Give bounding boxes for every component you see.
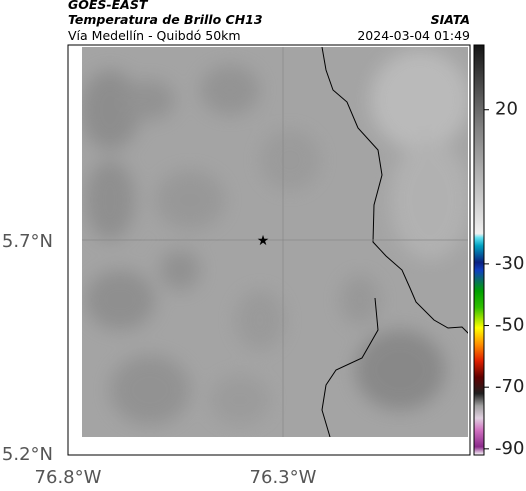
subtitle: Temperatura de Brillo CH13 [68, 12, 263, 27]
title: GOES-EAST [68, 0, 149, 12]
colorbar-ticks: 20 -30 -50 -70 -90 [484, 99, 524, 459]
tick-label: -90 [495, 438, 524, 459]
source: SIATA [431, 12, 470, 27]
satellite-image: ★ [82, 47, 468, 437]
lon-label: 76.8°W [35, 467, 102, 488]
svg-text:★: ★ [257, 233, 270, 249]
tick-label: 20 [495, 99, 518, 120]
lat-label: 5.7°N [2, 231, 53, 252]
tick-label: -30 [495, 253, 524, 274]
lat-label: 5.2°N [2, 444, 53, 465]
location: Vía Medellín - Quibdó 50km [68, 28, 241, 43]
tick-label: -50 [495, 315, 524, 336]
map-frame [67, 44, 471, 456]
colorbar [473, 44, 485, 456]
lon-label: 76.3°W [250, 467, 317, 488]
datetime: 2024-03-04 01:49 [357, 28, 470, 43]
tick-label: -70 [495, 376, 524, 397]
